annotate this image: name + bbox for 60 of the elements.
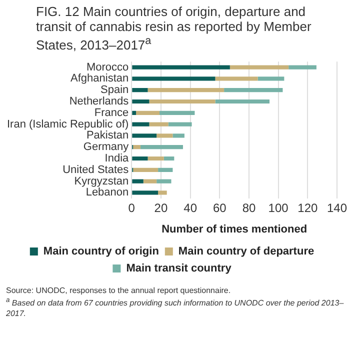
bar [156,180,172,184]
bar [149,100,216,104]
y-tick-label: Germany [83,141,130,154]
bar [143,180,157,184]
bar [133,168,158,172]
legend-label: Main country of origin [43,246,160,258]
bar [132,180,144,184]
bar [132,122,150,127]
y-tick-label: Pakistan [86,130,129,142]
bar [148,88,224,92]
bar [136,111,160,116]
y-tick-label: Lebanon [86,187,129,200]
bar [168,122,192,127]
bar [132,66,230,70]
bar [132,134,157,138]
x-tick-label: 80 [242,201,256,216]
bar [164,156,174,161]
bar [132,100,150,104]
y-tick-label: Morocco [86,62,129,74]
chart-title: FIG. 12 Main countries of origin, departure and transit of cannabis resin as reported by Member States, 2013–2017$^{a}$ [35,3,312,52]
bar [140,145,183,150]
bar [215,76,258,82]
x-axis-title: Number of times mentioned [162,224,308,236]
x-tick-label: 20 [154,201,168,216]
bar [132,111,136,116]
legend-label: Main transit country [126,262,232,275]
bar [230,66,289,70]
bar [160,111,195,116]
x-tick-label: 140 [326,201,348,216]
bar [172,134,184,138]
source-note: Source: UNODC, responses to the annual report questionnaire. [6,286,232,296]
bar [215,100,270,104]
y-tick-label: Spain [100,84,129,96]
bar [133,145,140,150]
bar [158,190,167,196]
x-tick-label: 60 [212,201,227,216]
y-tick-label: Iran (Islamic Republic of) [6,118,129,131]
y-tick-label: Netherlands [69,96,130,108]
bar [148,156,164,161]
bar [224,88,283,92]
bar [149,122,168,127]
bar [258,76,284,82]
x-tick-label: 100 [268,201,289,216]
x-tick-label: 40 [184,201,198,216]
legend-label: Main country of departure [178,246,314,258]
bar [158,168,173,172]
bar [132,156,148,161]
text: $^{a}$ Based on data from 67 countries providing such information to UNODC over the period 2013–2017. [6,296,344,319]
bar [132,88,148,92]
x-tick-label: 120 [298,201,318,216]
y-tick-label: India [104,152,130,165]
y-tick-label: France [94,107,129,120]
y-tick-label: Kyrgyzstan [74,176,129,188]
bar [132,76,216,82]
y-tick-label: United States [62,164,130,176]
bar [156,134,173,138]
y-tick-label: Afghanistan [70,73,129,86]
bar [132,190,158,196]
bar [288,66,316,70]
x-tick-label: 0 [128,201,136,216]
